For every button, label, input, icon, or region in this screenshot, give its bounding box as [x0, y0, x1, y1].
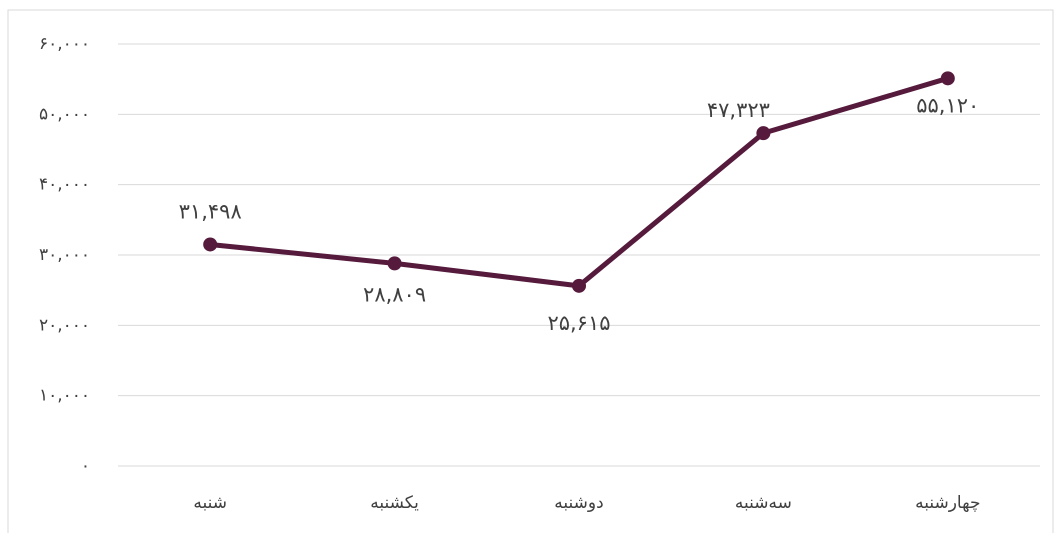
data-label: ۳۱,۴۹۸ [179, 199, 242, 223]
marker [940, 71, 955, 86]
data-label: ۵۵,۱۲۰ [916, 93, 979, 117]
x-tick-label: دوشنبه [554, 493, 603, 513]
y-tick-label: ۳۰,۰۰۰ [39, 245, 90, 265]
data-label: ۲۵,۶۱۵ [547, 311, 610, 335]
marker [572, 278, 586, 293]
marker [387, 256, 402, 271]
x-tick-label: سه‌شنبه [735, 493, 792, 513]
x-tick-label: یکشنبه [370, 493, 419, 513]
y-tick-label: ۴۰,۰۰۰ [39, 175, 90, 195]
data-label: ۴۷,۳۲۳ [707, 98, 770, 122]
chart-border [7, 9, 1054, 533]
x-tick-label: چهارشنبه [915, 493, 980, 513]
y-tick-label: ۶۰,۰۰۰ [39, 34, 90, 54]
data-label: ۲۸,۸۰۹ [363, 282, 426, 306]
y-tick-label: ۲۰,۰۰۰ [39, 315, 90, 335]
x-tick-label: شنبه [193, 493, 227, 513]
y-tick-label: ۰ [81, 456, 90, 476]
marker [756, 126, 771, 141]
marker [203, 237, 218, 252]
y-tick-label: ۱۰,۰۰۰ [39, 386, 90, 406]
y-tick-label: ۵۰,۰۰۰ [39, 104, 90, 124]
